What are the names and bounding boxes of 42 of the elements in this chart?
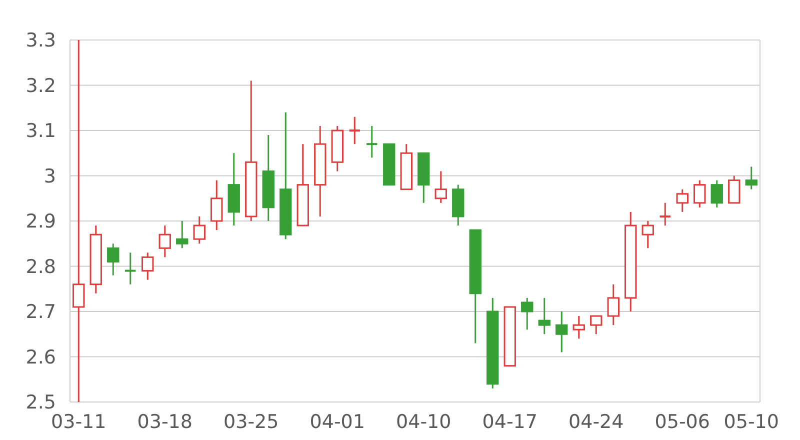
x-tick-label: 04-10 (396, 411, 452, 433)
candlestick (434, 170, 447, 204)
candlestick (158, 224, 171, 258)
y-tick-label: 2.8 (26, 256, 56, 278)
x-tick-label: 04-01 (310, 411, 365, 433)
y-tick-label: 2.6 (26, 346, 56, 368)
candlestick (124, 252, 137, 286)
candlestick (676, 188, 688, 213)
y-tick-label: 3.1 (26, 120, 56, 142)
candlestick (694, 180, 706, 208)
y-tick-label: 2.9 (26, 210, 56, 233)
candlestick (538, 297, 550, 335)
candlestick (572, 315, 585, 340)
candlestick (72, 39, 85, 403)
y-tick-label: 2.5 (26, 392, 56, 414)
candlestick (107, 242, 120, 276)
x-tick-label: 03-11 (51, 411, 106, 433)
y-tick-label: 2.7 (26, 301, 56, 324)
candlestick (556, 310, 568, 353)
candlestick (728, 175, 740, 204)
y-tick-label: 3.2 (26, 74, 56, 97)
candlestick (745, 166, 758, 190)
candlestick (210, 180, 223, 231)
candlestick (176, 220, 188, 249)
candlestick (590, 315, 602, 335)
candlestick (193, 216, 206, 244)
candlestick (642, 220, 654, 249)
y-tick-label: 3.3 (26, 30, 56, 52)
x-tick-label: 03-18 (137, 411, 192, 433)
x-tick-label: 05-06 (654, 411, 710, 433)
candlestick (142, 252, 154, 281)
y-tick-label: 3 (44, 165, 56, 188)
candlestick (521, 297, 534, 330)
candlestick (348, 116, 361, 145)
candlestick (607, 284, 620, 326)
candlestick (710, 180, 723, 208)
x-tick-label: 05-10 (724, 411, 779, 433)
candlestick (658, 202, 672, 226)
x-tick-label: 03-25 (224, 411, 279, 433)
x-tick-label: 04-17 (482, 411, 538, 433)
candlestick (366, 125, 378, 158)
x-tick-label: 04-24 (568, 411, 624, 433)
